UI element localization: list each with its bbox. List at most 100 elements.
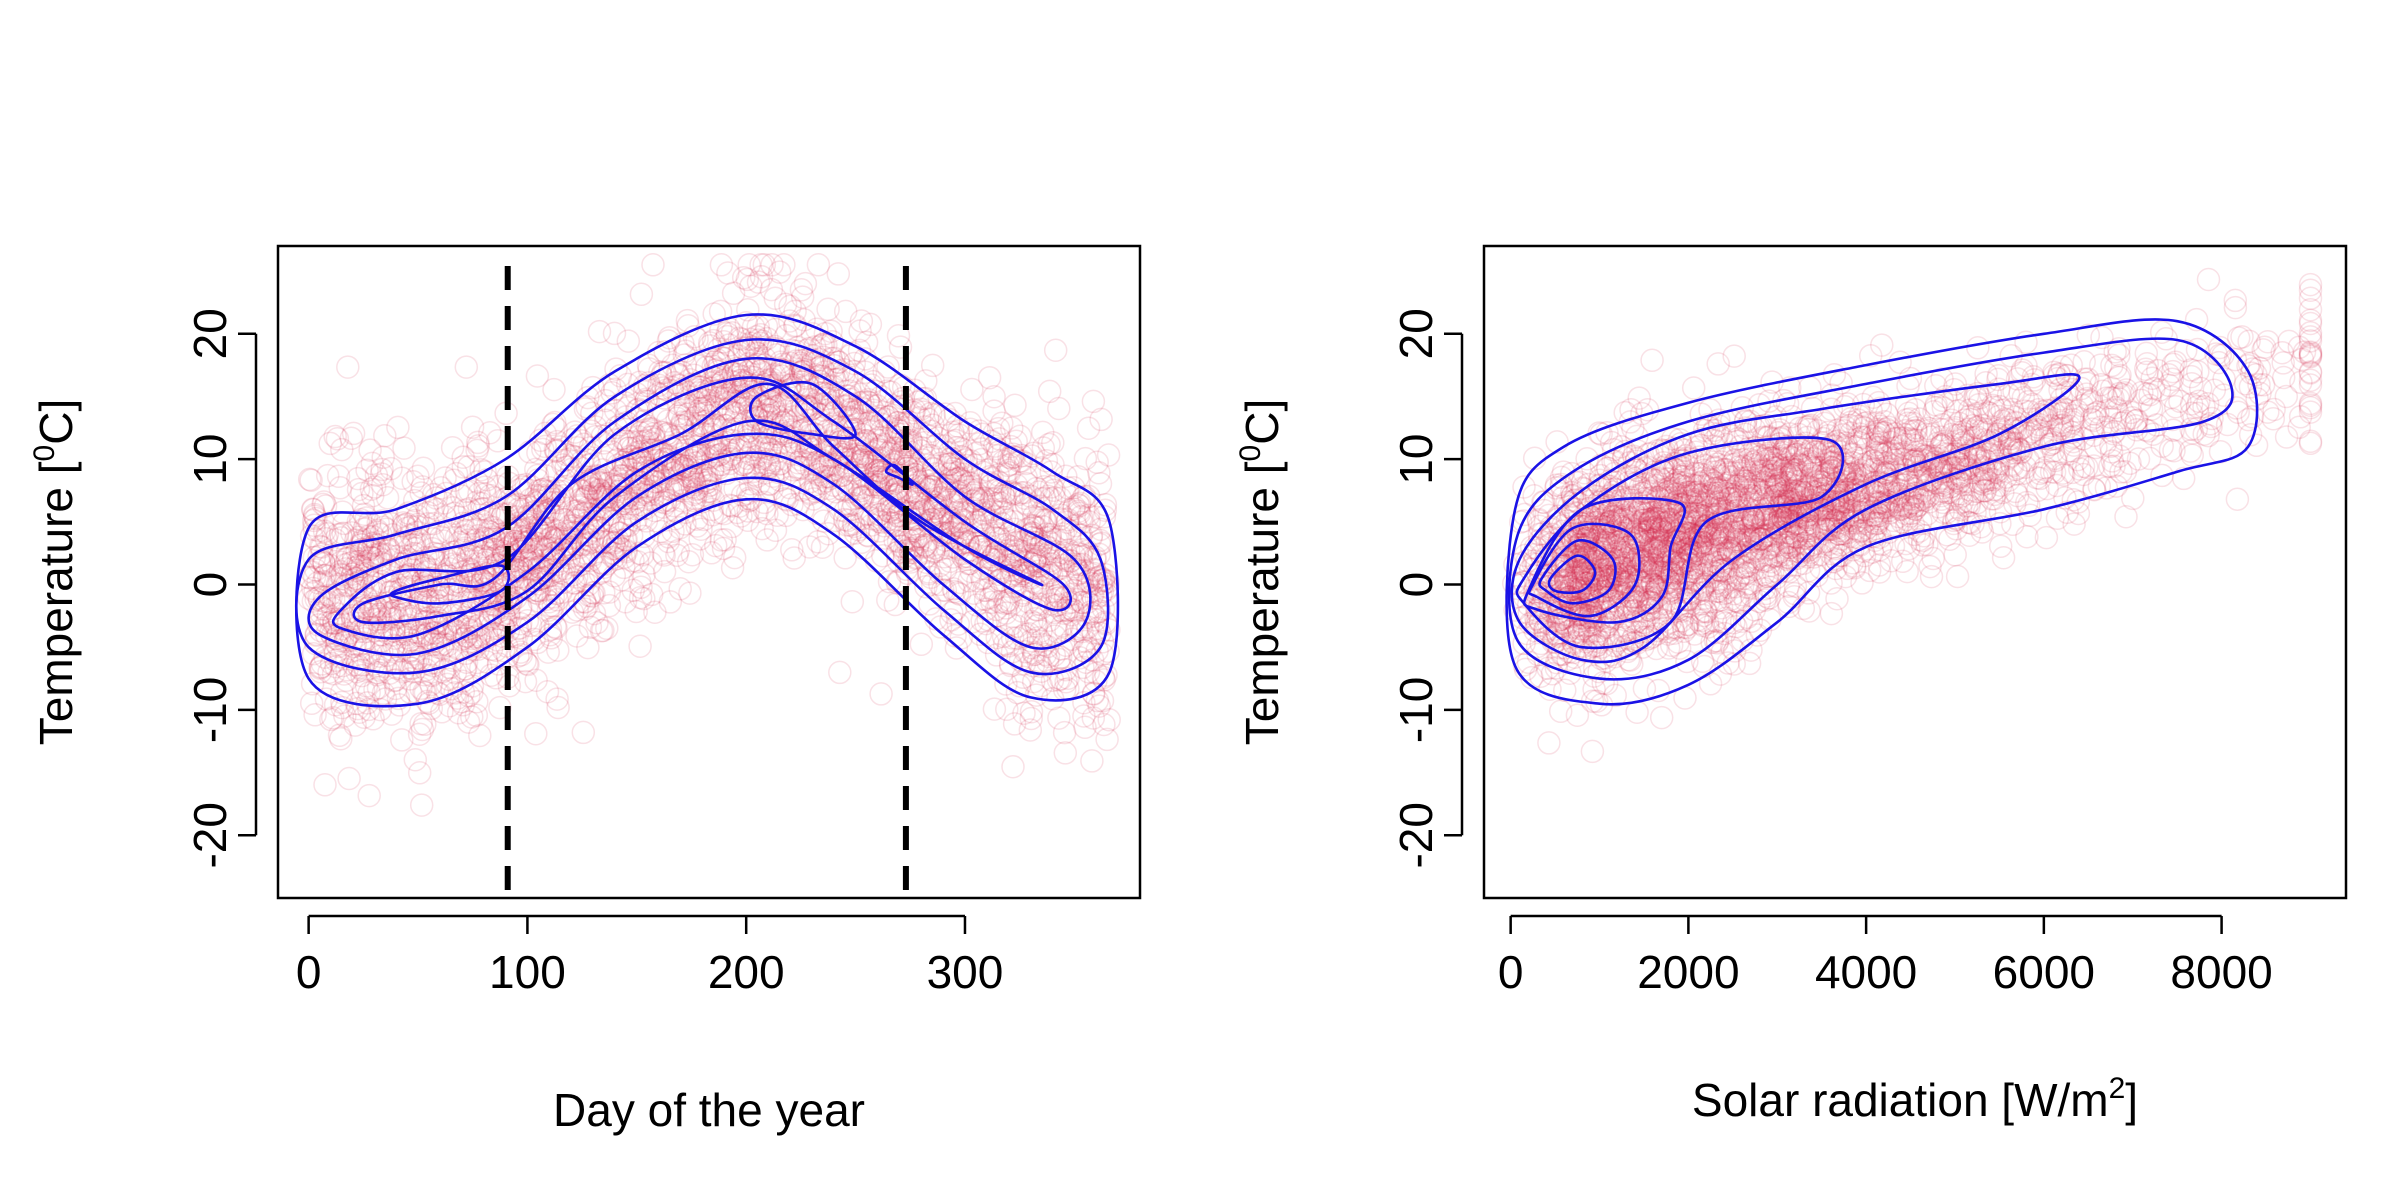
p1-point	[634, 509, 659, 533]
p1-point	[737, 333, 761, 358]
p1-point	[980, 547, 1004, 572]
p1-point	[568, 487, 593, 511]
p1-point	[876, 468, 901, 492]
p2-point	[2225, 487, 2250, 511]
p1-point	[589, 468, 613, 493]
p1-point	[1088, 565, 1112, 589]
p1-point	[921, 413, 945, 437]
p1-point	[714, 386, 739, 411]
p2-point	[1548, 699, 1573, 724]
p1-point	[797, 535, 822, 559]
p1-point	[412, 556, 437, 580]
p1-point	[417, 574, 441, 599]
p1-point	[948, 487, 973, 511]
p1-point	[335, 624, 359, 649]
p1-point	[328, 562, 352, 587]
p1-point	[982, 384, 1006, 409]
p1-point	[816, 297, 840, 322]
p1-point	[302, 517, 326, 542]
p1-point	[304, 587, 328, 611]
p1-point	[758, 371, 783, 395]
p1-point	[941, 457, 966, 481]
p1-point	[701, 328, 726, 353]
p1-point	[914, 575, 938, 599]
p1-point	[708, 500, 732, 525]
p1-point	[427, 551, 451, 575]
p1-point	[594, 485, 618, 509]
p1-point	[1076, 416, 1101, 440]
p1-point	[635, 478, 660, 503]
p1-point	[576, 573, 600, 597]
p1-point	[1069, 615, 1093, 639]
p1-point	[828, 498, 852, 522]
p1-point	[413, 712, 437, 737]
p1-point	[1070, 552, 1095, 577]
p2-point	[1632, 676, 1657, 701]
p1-point	[357, 697, 381, 722]
p1-point	[700, 503, 725, 527]
p1-point	[848, 319, 872, 343]
p1-point	[614, 429, 639, 453]
p1-x-tick-label: 200	[708, 946, 785, 998]
p1-point	[467, 625, 491, 649]
p1-point	[546, 638, 570, 662]
p1-point	[411, 572, 436, 596]
p1-y-tick-label: 0	[184, 572, 236, 598]
p1-point	[797, 480, 822, 505]
p1-point	[907, 480, 931, 505]
p1-point	[1067, 561, 1092, 585]
p1-point	[795, 366, 820, 391]
p1-point	[398, 656, 422, 680]
p1-point	[760, 253, 784, 277]
p1-point	[1000, 640, 1025, 664]
p1-point	[774, 389, 799, 413]
p1-point	[392, 514, 416, 538]
p1-point	[312, 519, 337, 543]
p1-point	[399, 523, 423, 547]
p1-point	[957, 471, 981, 495]
p1-point	[578, 615, 603, 640]
p1-point	[996, 590, 1020, 615]
p1-point	[362, 618, 386, 643]
p1-point	[769, 358, 793, 382]
p1-point	[1062, 578, 1086, 603]
p1-point	[809, 334, 833, 358]
p1-point	[950, 531, 975, 555]
p1-point	[307, 586, 331, 610]
p1-point	[371, 472, 395, 497]
p1-point	[830, 477, 855, 501]
p1-point	[967, 534, 991, 559]
p1-point	[348, 542, 373, 567]
p1-point	[1004, 473, 1029, 498]
p1-point	[345, 539, 369, 563]
p1-point	[1028, 534, 1053, 559]
p1-point	[734, 369, 758, 393]
p1-point	[907, 491, 931, 516]
p1-point	[1020, 521, 1045, 545]
p1-point	[340, 604, 365, 628]
p1-point	[1013, 639, 1038, 664]
p1-point	[822, 453, 847, 477]
p1-point	[667, 404, 692, 428]
p1-point	[1047, 647, 1071, 672]
p1-point	[712, 347, 736, 371]
p1-point	[672, 476, 697, 501]
p1-point	[417, 652, 441, 676]
p1-point	[722, 545, 747, 570]
p1-point	[365, 663, 390, 687]
p1-point	[914, 476, 939, 501]
p1-point	[782, 314, 807, 339]
p1-point	[815, 464, 840, 489]
p1-point	[1012, 701, 1036, 725]
p1-point	[799, 436, 823, 461]
p1-point	[597, 593, 622, 618]
p1-point	[313, 645, 337, 669]
p1-point	[363, 677, 387, 702]
p1-point	[444, 553, 468, 578]
p1-point	[826, 350, 850, 375]
p1-point	[597, 580, 622, 604]
p1-point	[382, 619, 406, 643]
p1-point	[572, 589, 597, 614]
p1-point	[939, 608, 963, 632]
p1-point	[747, 472, 771, 496]
